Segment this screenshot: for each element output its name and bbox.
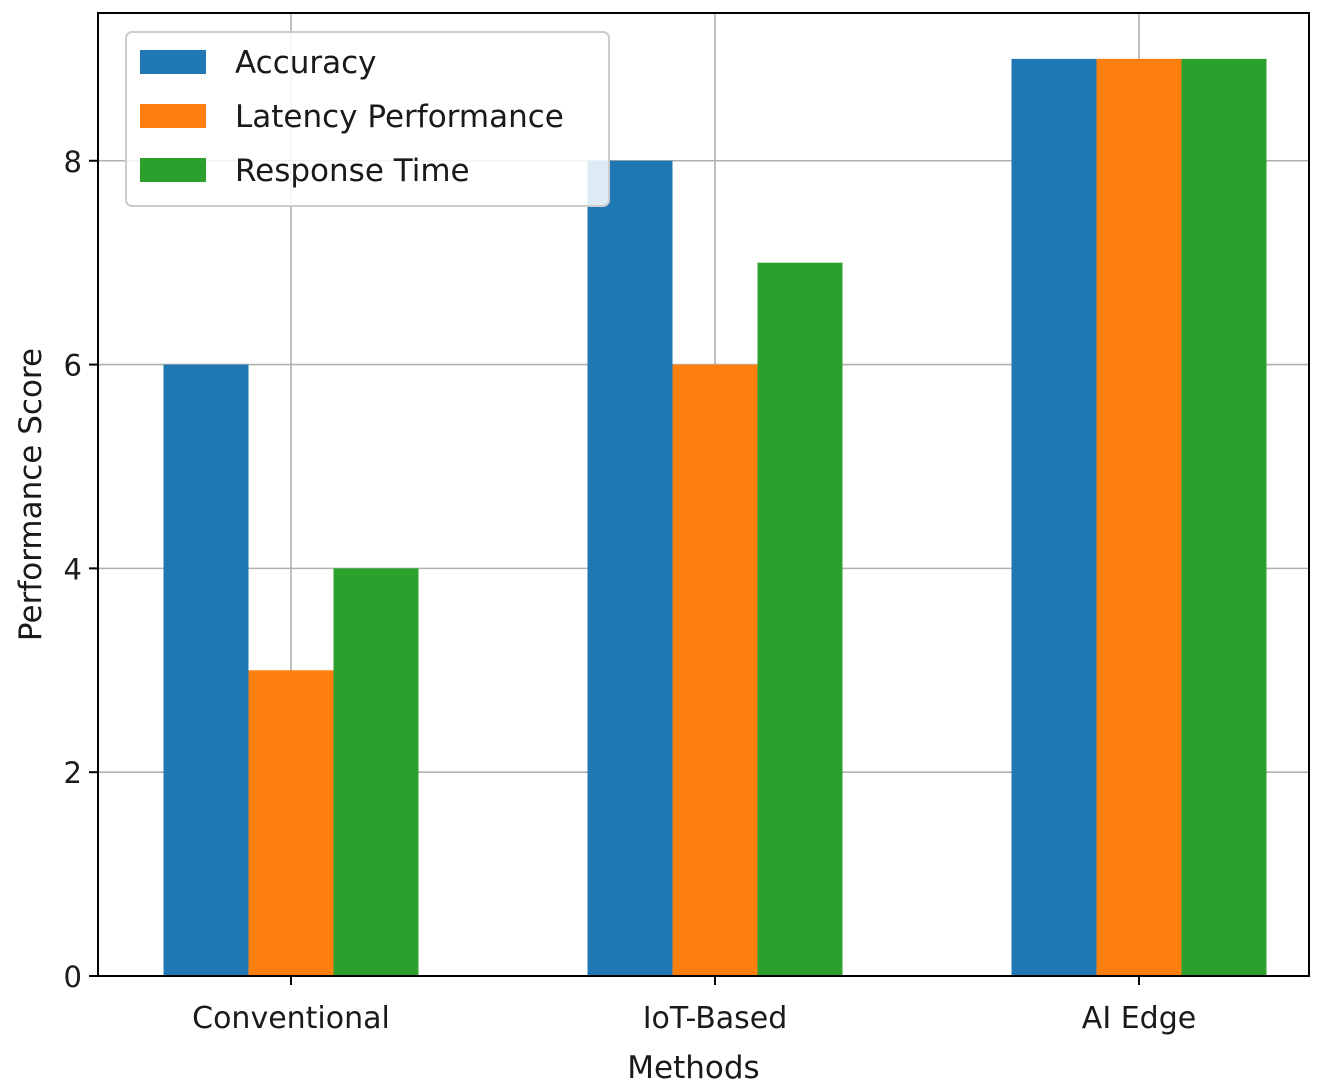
legend-label: Response Time bbox=[235, 153, 470, 189]
legend-swatch bbox=[140, 158, 206, 182]
x-tick-label: AI Edge bbox=[1082, 1001, 1196, 1036]
legend-swatch bbox=[140, 104, 206, 128]
bar-response-time-ai-edge bbox=[1181, 58, 1267, 977]
legend-label: Latency Performance bbox=[235, 99, 564, 135]
y-axis-label: Performance Score bbox=[13, 348, 49, 641]
bar-accuracy-ai-edge bbox=[1011, 58, 1097, 977]
bar-latency-performance-iot-based bbox=[672, 364, 758, 977]
y-tick-label: 4 bbox=[64, 552, 82, 586]
legend-label: Accuracy bbox=[235, 45, 377, 81]
y-tick-label: 2 bbox=[64, 756, 82, 790]
bar-accuracy-conventional bbox=[163, 364, 249, 977]
plot-frame bbox=[97, 12, 1310, 977]
x-tick-label: Conventional bbox=[192, 1001, 390, 1036]
y-tick-label: 0 bbox=[64, 960, 82, 994]
bar-accuracy-iot-based bbox=[587, 160, 673, 976]
bar-latency-performance-conventional bbox=[248, 670, 334, 976]
legend-box bbox=[125, 31, 610, 207]
bar-response-time-iot-based bbox=[757, 262, 843, 977]
legend: Accuracy Latency Performance Response Time bbox=[125, 31, 610, 207]
axis-ticks: 0 2 4 6 8 Conventional IoT-Based AI Edge bbox=[64, 145, 1197, 1036]
y-tick-label: 6 bbox=[64, 349, 82, 383]
bar-response-time-conventional bbox=[333, 568, 419, 976]
bars bbox=[163, 58, 1267, 977]
x-axis-label: Methods bbox=[627, 1050, 759, 1084]
legend-swatch bbox=[140, 50, 206, 74]
x-tick-label: IoT-Based bbox=[643, 1001, 788, 1036]
y-tick-label: 8 bbox=[64, 145, 82, 179]
bar-latency-performance-ai-edge bbox=[1096, 58, 1182, 977]
